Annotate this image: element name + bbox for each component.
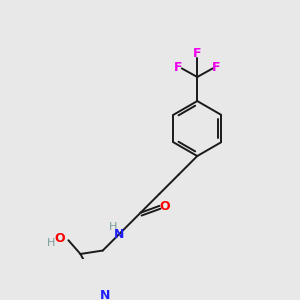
Text: F: F bbox=[212, 61, 220, 74]
Text: H: H bbox=[109, 222, 117, 232]
Text: H: H bbox=[47, 238, 56, 248]
Text: O: O bbox=[55, 232, 65, 245]
Text: O: O bbox=[159, 200, 170, 213]
Text: F: F bbox=[174, 61, 183, 74]
Text: N: N bbox=[100, 290, 110, 300]
Text: N: N bbox=[114, 228, 124, 241]
Text: F: F bbox=[193, 47, 202, 60]
